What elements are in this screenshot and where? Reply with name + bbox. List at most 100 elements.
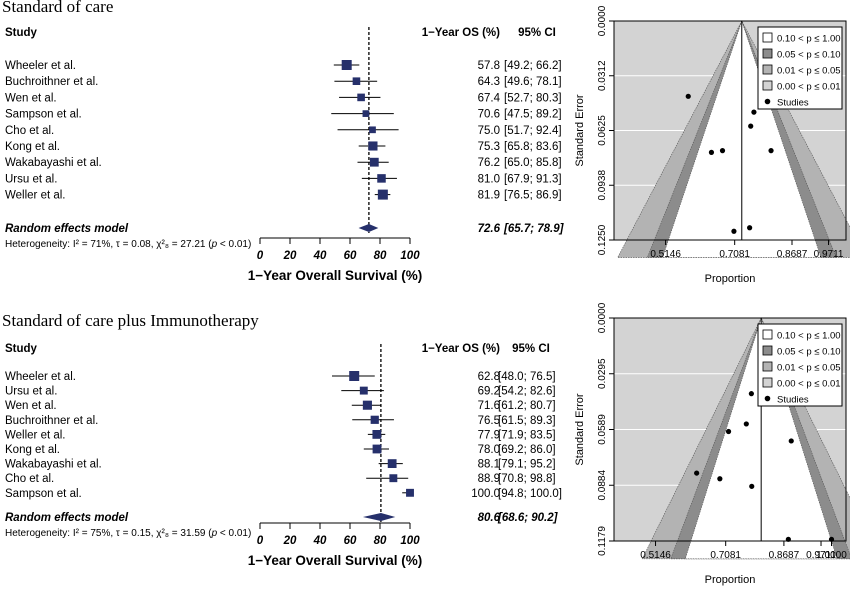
study-ci-value: [48.0; 76.5]	[498, 371, 556, 383]
pooled-label: Random effects model	[5, 223, 129, 235]
study-marker	[369, 157, 379, 167]
x-tick-label: 60	[344, 250, 357, 262]
pooled-os-value: 72.6	[478, 223, 501, 235]
study-marker	[359, 386, 368, 395]
x-tick-label: 0.7081	[710, 550, 741, 561]
legend-point	[764, 395, 771, 402]
x-tick-label: 40	[313, 535, 327, 547]
x-tick-label: 20	[283, 535, 297, 547]
study-name: Ursu et al.	[5, 173, 57, 185]
study-os-value: 76.2	[478, 157, 500, 169]
study-name: Kong et al.	[5, 141, 60, 153]
study-os-value: 71.6	[478, 400, 500, 412]
study-marker	[377, 189, 388, 200]
legend-swatch	[762, 377, 773, 388]
study-ci-value: [49.6; 78.1]	[504, 76, 562, 88]
study-point	[717, 476, 723, 482]
study-point	[768, 148, 774, 154]
legend-label: 0.05 < p ≤ 0.10	[777, 50, 841, 61]
study-name: Wen et al.	[5, 92, 57, 104]
legend-swatch	[762, 361, 773, 372]
study-os-value: 64.3	[478, 76, 500, 88]
y-tick-label: 0.0625	[597, 115, 608, 146]
heterogeneity-stats: Heterogeneity: I² = 75%, τ = 0.15, χ²₈ =…	[5, 528, 251, 539]
study-marker	[370, 415, 379, 424]
x-tick-label: 0.5146	[650, 249, 681, 260]
x-tick-label: 1.0000	[816, 550, 847, 561]
study-os-value: 81.0	[478, 173, 500, 185]
x-tick-label: 0.9711	[814, 249, 844, 260]
pooled-os-value: 80.6	[478, 512, 501, 524]
study-os-value: 81.9	[478, 190, 500, 202]
study-os-value: 70.6	[478, 109, 500, 121]
y-tick-label: 0.1250	[597, 224, 608, 255]
pooled-label: Random effects model	[5, 512, 129, 524]
study-ci-value: [51.7; 92.4]	[504, 125, 562, 137]
study-ci-value: [49.2; 66.2]	[504, 60, 562, 72]
legend-label: 0.01 < p ≤ 0.05	[777, 363, 841, 374]
legend-point	[764, 98, 771, 105]
funnel-plot-0: 0.0000 0.0312 0.0625 0.0938 0.1250 Standard E…	[574, 5, 850, 285]
study-point	[748, 123, 754, 129]
x-axis-title: 1−Year Overall Survival (%)	[248, 553, 422, 568]
study-name: Kong et al.	[5, 444, 60, 456]
study-ci-value: [94.8; 100.0]	[498, 488, 562, 500]
legend-label: 0.05 < p ≤ 0.10	[777, 347, 841, 358]
study-marker	[357, 93, 365, 102]
study-name: Buchroithner et al.	[5, 76, 98, 88]
study-os-value: 100.0	[471, 488, 500, 500]
x-tick-label: 100	[400, 535, 420, 547]
study-name: Cho et al.	[5, 125, 54, 137]
x-tick-label: 0	[257, 535, 264, 547]
study-marker	[377, 174, 386, 183]
legend-label: 0.00 < p ≤ 0.01	[777, 379, 841, 390]
pooled-ci-value: [65.7; 78.9]	[503, 223, 565, 235]
study-name: Ursu et al.	[5, 386, 57, 398]
legend-swatch	[762, 32, 773, 43]
x-tick-label: 0.8687	[769, 550, 800, 561]
study-ci-value: [52.7; 80.3]	[504, 92, 562, 104]
x-tick-label: 0.9711	[806, 550, 836, 561]
study-marker	[406, 488, 414, 497]
header-os: 1−Year OS (%)	[422, 27, 500, 39]
y-tick-label: 0.0589	[597, 414, 608, 445]
legend-swatch	[762, 64, 773, 75]
study-ci-value: [76.5; 86.9]	[504, 190, 562, 202]
study-point	[731, 228, 737, 234]
legend-swatch	[762, 329, 773, 340]
study-os-value: 77.9	[478, 429, 500, 441]
forest-plot-1: Study 1−Year OS (%) 95% CI Wheeler et al. 62…	[5, 343, 562, 568]
pooled-ci-value: [68.6; 90.2]	[497, 512, 559, 524]
legend-swatch	[762, 48, 773, 59]
study-ci-value: [54.2; 82.6]	[498, 386, 556, 398]
study-os-value: 62.8	[478, 371, 500, 383]
study-ci-value: [70.8; 98.8]	[498, 473, 556, 485]
x-axis-title: Proportion	[705, 273, 756, 285]
study-os-value: 67.4	[478, 92, 501, 104]
study-marker	[387, 459, 397, 468]
legend-label: Studies	[777, 98, 809, 109]
study-ci-value: [65.0; 85.8]	[504, 157, 562, 169]
study-point	[719, 148, 726, 154]
study-marker	[362, 400, 372, 410]
study-ci-value: [65.8; 83.6]	[504, 141, 562, 153]
study-marker	[352, 77, 361, 85]
study-point	[751, 109, 757, 115]
study-point	[748, 391, 754, 397]
study-os-value: 88.9	[478, 473, 500, 485]
header-ci: 95% CI	[512, 343, 550, 355]
study-marker	[341, 60, 352, 70]
pooled-diamond	[358, 224, 379, 232]
study-marker	[349, 371, 360, 381]
y-axis-title: Standard Error	[574, 94, 586, 166]
x-tick-label: 80	[374, 250, 387, 262]
legend-swatch	[762, 80, 773, 91]
study-os-value: 75.0	[478, 125, 500, 137]
y-axis-title: Standard Error	[574, 393, 586, 465]
x-tick-label: 0.8687	[777, 249, 808, 260]
study-point	[747, 225, 753, 231]
header-study: Study	[5, 27, 38, 39]
y-tick-label: 0.0000	[597, 302, 608, 333]
funnel-plot-1: 0.0000 0.0295 0.0589 0.0884 0.1179 Standard E…	[574, 302, 850, 586]
study-name: Sampson et al.	[5, 488, 82, 500]
